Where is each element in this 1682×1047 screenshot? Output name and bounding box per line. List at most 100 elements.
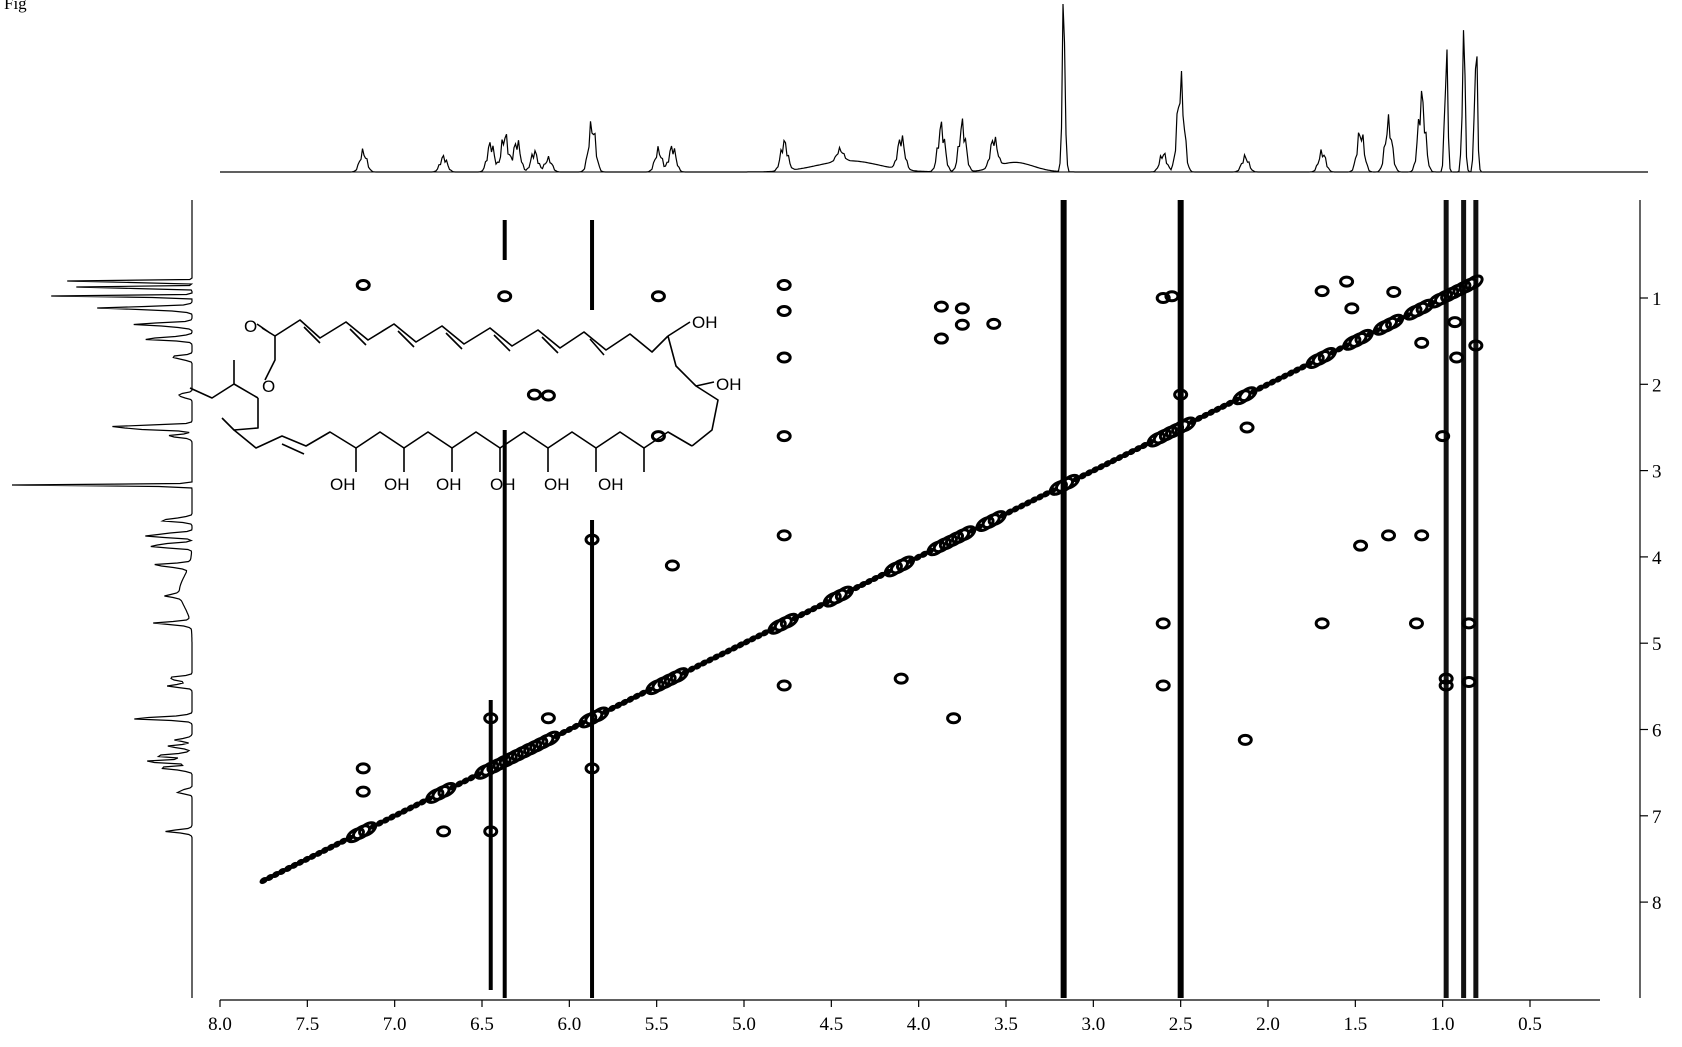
structure-double-bonds (303, 326, 605, 356)
cross-peak-48 (1164, 290, 1180, 303)
olefinic-stripe-1 (502, 430, 507, 998)
cross-peak-17 (1461, 617, 1477, 630)
x-tick-label-13: 1.5 (1343, 1014, 1367, 1035)
cross-peak-45 (540, 712, 556, 725)
cross-peak-42 (526, 388, 542, 401)
structure-label-oh-2: OH (716, 375, 742, 394)
cross-peak-6 (1353, 539, 1369, 552)
methyl-stripe-1 (1461, 200, 1467, 998)
cross-peak-27 (355, 785, 371, 798)
left-projection-trace (11, 200, 194, 998)
olefinic-stripe-3 (590, 520, 595, 998)
y-tick-label-0: 1 (1652, 289, 1662, 310)
cross-peak-18 (776, 430, 792, 443)
olefinic-stripe-2 (590, 220, 595, 310)
structure-label-o-carbonyl: O (244, 317, 257, 336)
cross-peak-20 (776, 304, 792, 317)
x-tick-label-9: 3.5 (994, 1014, 1018, 1035)
structure-label-o-ring: O (262, 377, 275, 396)
cross-peak-19 (1155, 617, 1171, 630)
solvent-stripes (1060, 200, 1184, 998)
cross-peak-49 (776, 679, 792, 692)
x-tick-label-15: 0.5 (1518, 1014, 1542, 1035)
cross-peak-3 (1339, 275, 1355, 288)
x-tick-label-4: 6.0 (557, 1014, 581, 1035)
structure-label-oh-1: OH (692, 313, 718, 332)
cross-peak-25 (483, 712, 499, 725)
x-tick-label-5: 5.5 (645, 1014, 669, 1035)
cross-peak-8 (1414, 529, 1430, 542)
y-tick-label-3: 4 (1652, 548, 1662, 569)
x-tick-label-10: 3.0 (1081, 1014, 1105, 1035)
cross-peak-32 (1438, 679, 1454, 692)
cross-peak-13 (1435, 430, 1451, 443)
cross-peak-24 (584, 762, 600, 775)
x-tick-label-8: 4.0 (907, 1014, 931, 1035)
cross-peak-7 (933, 332, 949, 345)
x-tick-label-7: 4.5 (819, 1014, 843, 1035)
diagonal-peak-198 (1464, 274, 1484, 291)
cross-peak-31 (650, 290, 666, 303)
diagonal-peaks (259, 274, 1484, 885)
cross-peak-46 (776, 351, 792, 364)
cross-peak-0 (1447, 316, 1463, 329)
cross-peak-41 (1449, 351, 1465, 364)
chemical-structure: O O OH OH OH OH OH OH OH OH (189, 313, 742, 494)
cross-peak-26 (497, 290, 513, 303)
olefinic-stripe-0 (502, 220, 507, 260)
cross-peak-4 (1414, 336, 1430, 349)
cross-peak-2 (1468, 339, 1484, 352)
solvent-stripe-0 (1060, 200, 1067, 998)
cross-peak-47 (355, 279, 371, 292)
cross-peak-22 (933, 300, 949, 313)
cross-peak-10 (1381, 529, 1397, 542)
methyl-stripe-0 (1443, 200, 1449, 998)
y-axis-ticks: 1 2 3 4 5 6 7 8 (1640, 289, 1662, 914)
y-tick-label-7: 8 (1652, 893, 1662, 914)
solvent-stripe-1 (1177, 200, 1184, 998)
cross-peak-43 (650, 430, 666, 443)
x-tick-label-6: 5.0 (732, 1014, 756, 1035)
cross-peak-23 (986, 317, 1002, 330)
cross-peak-50 (776, 529, 792, 542)
cross-peak-30 (483, 825, 499, 838)
structure-ring-bottom (233, 429, 693, 449)
methyl-stripes (488, 200, 1479, 998)
cross-peaks (355, 275, 1484, 838)
cross-peak-21 (1408, 617, 1424, 630)
cross-peak-1 (1386, 285, 1402, 298)
cross-peak-44 (1155, 679, 1171, 692)
cross-peak-35 (946, 712, 962, 725)
left-projection (11, 200, 194, 998)
y-tick-label-6: 7 (1652, 807, 1662, 828)
structure-label-oh-8: OH (598, 475, 624, 494)
structure-polyene-chain (274, 319, 669, 353)
structure-label-oh-7: OH (544, 475, 570, 494)
cross-peak-37 (1237, 733, 1253, 746)
cross-peak-28 (436, 825, 452, 838)
top-projection-trace (220, 3, 1648, 173)
top-projection (220, 3, 1648, 173)
figure-caption: Fig (4, 0, 27, 13)
structure-ester (256, 323, 276, 381)
x-tick-label-14: 1.0 (1431, 1014, 1455, 1035)
cross-peak-9 (954, 302, 970, 315)
structure-left-branch (189, 360, 259, 431)
cross-peak-15 (1239, 421, 1255, 434)
cross-peak-14 (1173, 388, 1189, 401)
structure-label-oh-3: OH (330, 475, 356, 494)
x-tick-label-3: 6.5 (470, 1014, 494, 1035)
cross-peak-11 (954, 318, 970, 331)
x-axis-ticks: 8.0 7.5 7.0 6.5 6.0 5.5 5.0 4.5 4.0 3.5 3.0 2.5 2.0 1… (208, 1000, 1542, 1035)
olefinic-stripe-4 (488, 700, 493, 990)
cross-peak-40 (1314, 285, 1330, 298)
structure-oh-bonds (355, 381, 715, 472)
structure-bottom-double-bond (281, 443, 305, 455)
cross-peak-39 (1314, 617, 1330, 630)
cross-peak-52 (1461, 676, 1477, 689)
cross-peak-36 (584, 533, 600, 546)
cross-peak-5 (1344, 302, 1360, 315)
cross-peak-51 (1438, 672, 1454, 685)
structure-ring-right (667, 321, 719, 447)
